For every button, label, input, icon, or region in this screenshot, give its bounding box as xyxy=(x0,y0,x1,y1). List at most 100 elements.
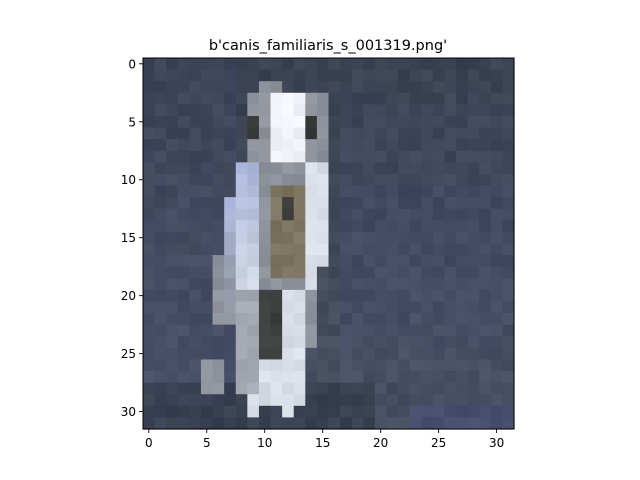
image-pixel xyxy=(189,336,202,349)
image-pixel xyxy=(490,92,503,105)
image-pixel xyxy=(386,278,399,291)
image-pixel xyxy=(502,162,515,175)
image-pixel xyxy=(444,336,457,349)
image-pixel xyxy=(258,347,272,361)
image-pixel xyxy=(490,58,503,71)
image-pixel xyxy=(363,266,376,279)
image-pixel xyxy=(258,266,272,279)
image-pixel xyxy=(432,208,446,221)
image-pixel xyxy=(258,278,272,291)
image-pixel xyxy=(490,313,503,326)
image-pixel xyxy=(235,162,248,175)
x-tick-label: 20 xyxy=(373,436,388,450)
image-pixel xyxy=(154,255,167,268)
image-pixel xyxy=(282,220,295,233)
image-pixel xyxy=(444,173,457,187)
image-pixel xyxy=(166,289,179,303)
image-pixel xyxy=(456,324,469,337)
image-pixel xyxy=(374,185,388,198)
image-pixel xyxy=(444,289,457,303)
image-pixel xyxy=(212,255,225,268)
image-pixel xyxy=(398,104,411,117)
image-pixel xyxy=(386,394,399,407)
image-pixel xyxy=(224,417,237,430)
image-heatmap xyxy=(143,58,515,430)
image-pixel xyxy=(247,266,260,279)
image-pixel xyxy=(490,301,503,314)
image-pixel xyxy=(316,382,330,395)
image-pixel xyxy=(305,115,318,129)
image-pixel xyxy=(351,197,364,210)
image-pixel xyxy=(479,173,492,187)
image-pixel xyxy=(467,324,480,337)
image-pixel xyxy=(432,185,446,198)
image-pixel xyxy=(374,139,388,152)
image-pixel xyxy=(177,336,190,349)
image-pixel xyxy=(363,150,376,163)
image-pixel xyxy=(258,313,272,326)
image-pixel xyxy=(444,127,457,140)
image-pixel xyxy=(490,220,503,233)
image-pixel xyxy=(386,220,399,233)
image-pixel xyxy=(224,81,237,94)
image-pixel xyxy=(189,150,202,163)
image-pixel xyxy=(351,313,364,326)
image-pixel xyxy=(177,220,190,233)
image-pixel xyxy=(363,115,376,129)
image-pixel xyxy=(305,92,318,105)
image-pixel xyxy=(328,382,341,395)
image-pixel xyxy=(363,255,376,268)
image-pixel xyxy=(490,371,503,384)
image-pixel xyxy=(189,243,202,256)
image-pixel xyxy=(305,243,318,256)
image-pixel xyxy=(479,115,492,129)
image-pixel xyxy=(166,255,179,268)
image-pixel xyxy=(177,289,190,303)
image-pixel xyxy=(189,359,202,372)
image-pixel xyxy=(467,197,480,210)
image-pixel xyxy=(189,185,202,198)
image-pixel xyxy=(351,347,364,361)
image-pixel xyxy=(409,58,422,71)
image-pixel xyxy=(351,81,364,94)
image-pixel xyxy=(351,69,364,82)
image-pixel xyxy=(247,417,260,430)
image-pixel xyxy=(282,417,295,430)
image-pixel xyxy=(409,371,422,384)
image-pixel xyxy=(363,417,376,430)
image-pixel xyxy=(143,173,156,187)
image-pixel xyxy=(502,150,515,163)
image-pixel xyxy=(456,208,469,221)
image-pixel xyxy=(502,231,515,245)
image-pixel xyxy=(467,220,480,233)
image-pixel xyxy=(351,266,364,279)
image-pixel xyxy=(398,336,411,349)
image-pixel xyxy=(235,336,248,349)
image-pixel xyxy=(189,104,202,117)
image-pixel xyxy=(189,69,202,82)
image-pixel xyxy=(224,289,237,303)
image-pixel xyxy=(189,313,202,326)
image-pixel xyxy=(421,162,434,175)
image-pixel xyxy=(247,208,260,221)
image-pixel xyxy=(374,347,388,361)
image-pixel xyxy=(398,301,411,314)
image-pixel xyxy=(340,394,353,407)
image-pixel xyxy=(374,231,388,245)
image-pixel xyxy=(479,150,492,163)
image-pixel xyxy=(479,301,492,314)
image-pixel xyxy=(444,371,457,384)
image-pixel xyxy=(490,243,503,256)
image-pixel xyxy=(270,150,283,163)
image-pixel xyxy=(224,231,237,245)
image-pixel xyxy=(235,185,248,198)
image-pixel xyxy=(409,173,422,187)
image-pixel xyxy=(247,185,260,198)
image-pixel xyxy=(143,417,156,430)
image-pixel xyxy=(456,162,469,175)
image-pixel xyxy=(189,208,202,221)
image-pixel xyxy=(200,255,214,268)
image-pixel xyxy=(502,81,515,94)
image-pixel xyxy=(200,220,214,233)
image-pixel xyxy=(282,394,295,407)
